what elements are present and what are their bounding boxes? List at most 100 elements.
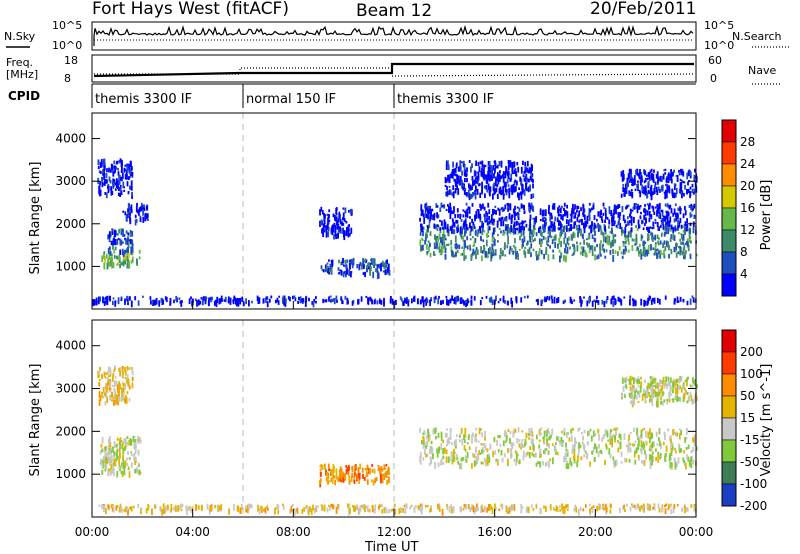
data-cell	[569, 296, 572, 304]
data-cell	[484, 220, 487, 223]
data-cell	[643, 392, 645, 397]
data-cell	[121, 374, 124, 377]
data-cell	[452, 457, 455, 462]
data-cell	[327, 231, 330, 238]
colorbar-cell	[721, 351, 737, 375]
data-cell	[614, 298, 617, 306]
data-cell	[326, 213, 329, 217]
data-cell	[513, 217, 516, 221]
data-cell	[389, 298, 392, 304]
data-cell	[473, 179, 476, 186]
data-cell	[340, 261, 343, 266]
data-cell	[632, 299, 635, 307]
data-cell	[518, 459, 521, 465]
data-cell	[112, 300, 114, 306]
data-cell	[457, 166, 460, 172]
data-cell	[422, 436, 425, 443]
data-cell	[599, 503, 601, 508]
data-cell	[456, 208, 459, 213]
data-cell	[441, 246, 444, 253]
data-cell	[126, 255, 129, 262]
data-cell	[689, 384, 692, 388]
colorbar-tick-label: 50	[740, 389, 755, 403]
data-cell	[630, 503, 633, 506]
data-cell	[509, 160, 512, 167]
data-cell	[122, 383, 125, 388]
data-cell	[563, 202, 566, 207]
data-cell	[119, 452, 121, 457]
data-cell	[588, 203, 591, 206]
data-cell	[549, 504, 552, 511]
data-cell	[491, 236, 494, 243]
data-cell	[547, 427, 550, 433]
data-cell	[635, 387, 638, 392]
data-cell	[266, 301, 269, 308]
data-cell	[642, 243, 645, 247]
data-cell	[137, 300, 140, 306]
data-cell	[654, 181, 657, 186]
data-cell	[371, 299, 373, 305]
data-cell	[669, 174, 671, 181]
data-cell	[110, 450, 113, 453]
data-cell	[625, 458, 628, 463]
data-cell	[101, 391, 103, 398]
data-cell	[557, 207, 559, 214]
data-cell	[517, 253, 519, 260]
data-cell	[326, 507, 329, 513]
data-cell	[507, 235, 509, 242]
data-cell	[200, 504, 203, 511]
data-cell	[538, 251, 540, 257]
data-cell	[103, 180, 106, 186]
data-cell	[246, 504, 249, 508]
data-cell	[622, 174, 625, 180]
data-cell	[545, 247, 548, 254]
data-cell	[151, 508, 153, 516]
data-cell	[622, 214, 625, 221]
data-cell	[618, 219, 620, 226]
data-cell	[582, 246, 585, 253]
data-cell	[103, 505, 105, 512]
data-cell	[289, 299, 291, 302]
data-cell	[686, 392, 689, 395]
data-cell	[381, 503, 383, 508]
data-cell	[122, 228, 124, 233]
data-cell	[657, 204, 659, 207]
data-cell	[664, 504, 666, 508]
data-cell	[476, 181, 479, 185]
data-cell	[532, 508, 535, 511]
data-cell	[357, 467, 360, 473]
data-cell	[554, 234, 557, 241]
data-cell	[137, 503, 140, 508]
data-cell	[427, 428, 429, 434]
data-cell	[130, 180, 133, 187]
data-cell	[120, 191, 123, 195]
data-cell	[110, 504, 113, 509]
data-cell	[684, 387, 686, 391]
data-cell	[674, 379, 677, 387]
nsearch-label: N.Search	[732, 30, 782, 43]
data-cell	[624, 227, 627, 234]
data-cell	[643, 169, 645, 174]
data-cell	[657, 395, 660, 401]
data-cell	[191, 300, 193, 307]
data-cell	[655, 382, 658, 387]
data-cell	[594, 254, 596, 261]
data-cell	[476, 503, 478, 510]
data-cell	[674, 389, 677, 395]
data-cell	[533, 220, 536, 228]
data-cell	[561, 224, 563, 228]
data-cell	[345, 220, 348, 224]
data-cell	[546, 296, 549, 300]
data-cell	[586, 219, 589, 224]
data-cell	[116, 160, 118, 164]
data-cell	[120, 440, 123, 443]
data-cell	[125, 443, 127, 447]
data-cell	[334, 479, 337, 486]
data-cell	[113, 369, 115, 372]
data-cell	[459, 213, 462, 219]
data-cell	[553, 225, 556, 232]
data-cell	[578, 210, 581, 217]
data-cell	[499, 247, 502, 254]
data-cell	[555, 442, 557, 445]
data-cell	[520, 297, 523, 303]
